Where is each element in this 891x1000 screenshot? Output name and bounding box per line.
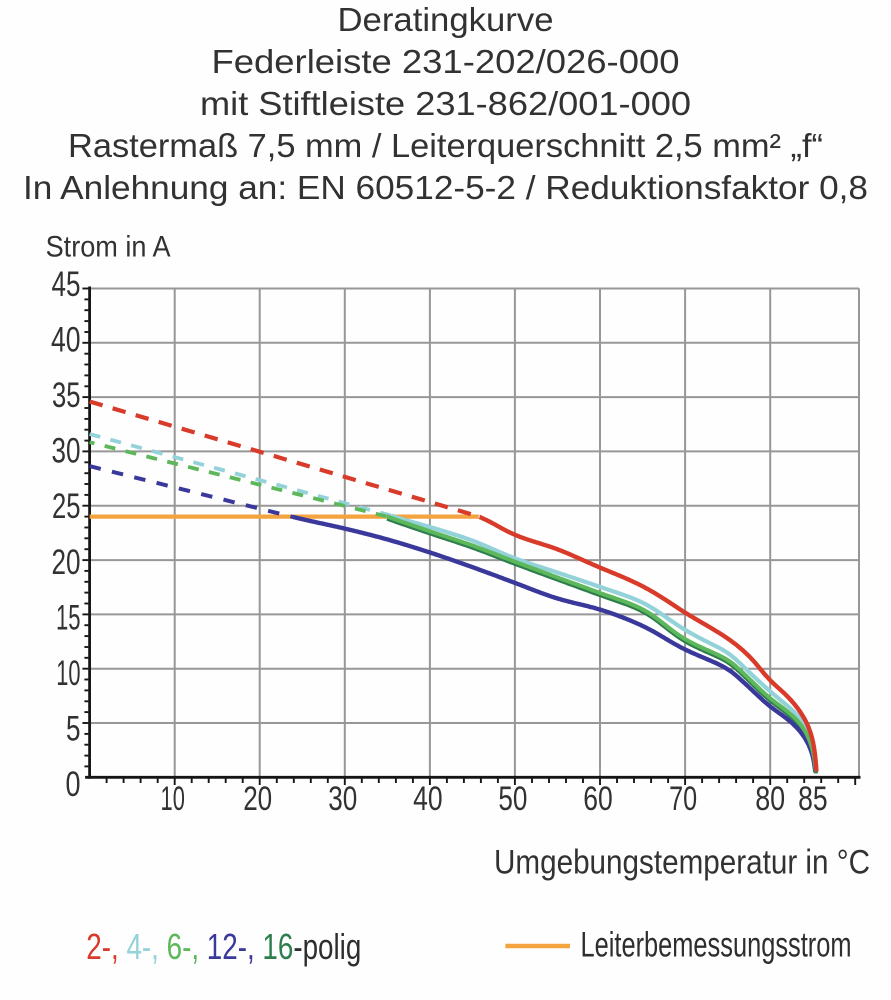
svg-text:2-, 4-, 6-, 12-, 16-polig: 2-, 4-, 6-, 12-, 16-polig	[86, 926, 361, 967]
svg-text:10: 10	[56, 654, 80, 693]
svg-text:10: 10	[161, 780, 185, 818]
svg-text:70: 70	[669, 780, 697, 818]
svg-text:25: 25	[52, 487, 81, 526]
svg-text:Deratingkurve: Deratingkurve	[338, 1, 554, 38]
svg-text:Rastermaß 7,5 mm / Leiterquers: Rastermaß 7,5 mm / Leiterquerschnitt 2,5…	[68, 127, 823, 164]
svg-text:Umgebungstemperatur in °C: Umgebungstemperatur in °C	[494, 844, 870, 882]
svg-text:0: 0	[66, 765, 81, 804]
svg-text:35: 35	[52, 376, 81, 415]
svg-text:20: 20	[52, 543, 81, 582]
svg-text:85: 85	[798, 780, 828, 818]
svg-text:30: 30	[328, 780, 357, 818]
svg-text:Strom in A: Strom in A	[46, 230, 171, 263]
svg-text:40: 40	[413, 780, 443, 818]
svg-text:mit Stiftleiste 231-862/001-00: mit Stiftleiste 231-862/001-000	[200, 85, 691, 122]
svg-text:Leiterbemessungsstrom: Leiterbemessungsstrom	[581, 926, 852, 965]
svg-text:50: 50	[498, 780, 527, 818]
svg-text:40: 40	[51, 321, 81, 360]
svg-text:30: 30	[52, 432, 81, 471]
svg-text:In Anlehnung an: EN 60512-5-2: In Anlehnung an: EN 60512-5-2 / Reduktio…	[23, 169, 868, 206]
svg-text:45: 45	[52, 265, 81, 304]
svg-text:15: 15	[56, 598, 81, 637]
svg-text:5: 5	[66, 709, 81, 748]
svg-text:Federleiste 231-202/026-000: Federleiste 231-202/026-000	[212, 43, 680, 80]
svg-text:20: 20	[243, 780, 272, 818]
svg-text:80: 80	[755, 780, 785, 818]
svg-text:60: 60	[583, 780, 613, 818]
